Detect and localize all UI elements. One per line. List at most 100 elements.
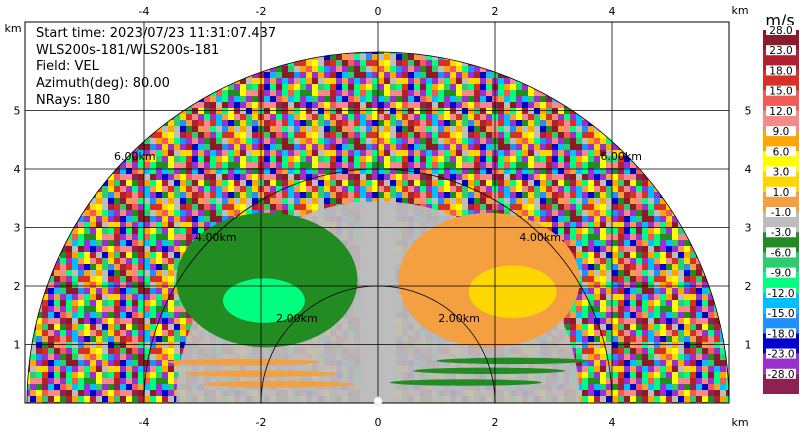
colorbar-swatch bbox=[763, 110, 799, 132]
colorbar: m/s28.023.018.015.012.09.06.03.01.0-1.0-… bbox=[763, 11, 799, 394]
range-ring-label: 6.00km bbox=[114, 150, 156, 163]
range-ring-label: 4.00km bbox=[519, 231, 561, 244]
colorbar-tick-bg bbox=[766, 146, 796, 157]
streak-5 bbox=[436, 357, 589, 365]
colorbar-tick-bg bbox=[766, 25, 796, 35]
colorbar-swatch bbox=[763, 90, 799, 111]
colorbar-swatch bbox=[763, 373, 799, 394]
colorbar-tick-label: -12.0 bbox=[767, 288, 794, 300]
colorbar-tick-label: -9.0 bbox=[771, 268, 792, 280]
range-ring-label: 4.00km bbox=[195, 231, 237, 244]
y-tick-label-right: 3 bbox=[745, 222, 752, 235]
colorbar-tick-label: -28.0 bbox=[767, 369, 794, 381]
colorbar-swatch bbox=[763, 50, 799, 71]
x-tick-label-bottom: -4 bbox=[139, 416, 150, 429]
colorbar-tick-label: 3.0 bbox=[773, 167, 790, 179]
streak-4 bbox=[389, 379, 542, 386]
nrays-text: NRays: 180 bbox=[36, 93, 111, 108]
axes: -4 -4 -2 -2 0 0 2 2 4 4 1 1 2 2 3 3 4 4 5 5 km km km bbox=[4, 4, 751, 429]
colorbar-tick-label: 15.0 bbox=[769, 86, 792, 98]
x-tick-label-bottom: -2 bbox=[256, 416, 267, 429]
x-tick-label-bottom: 4 bbox=[609, 416, 616, 429]
colorbar-swatch bbox=[763, 333, 799, 354]
colorbar-tick-label: 28.0 bbox=[769, 25, 792, 37]
colorbar-tick-bg bbox=[766, 308, 796, 319]
colorbar-swatch bbox=[763, 232, 799, 253]
y-tick-label-left: 2 bbox=[14, 280, 21, 293]
colorbar-tick-label: -18.0 bbox=[767, 328, 794, 340]
colorbar-swatch bbox=[763, 131, 799, 152]
y-tick-label-right: 4 bbox=[745, 163, 752, 176]
range-ring bbox=[260, 285, 496, 404]
x-tick-label-top: 0 bbox=[375, 5, 382, 18]
radar-site-marker bbox=[373, 396, 383, 406]
colorbar-tick-bg bbox=[766, 186, 796, 197]
colorbar-tick-bg bbox=[766, 287, 796, 298]
y-tick-label-left: 4 bbox=[14, 163, 21, 176]
y-tick-label-left: 5 bbox=[14, 105, 21, 118]
streak-1 bbox=[202, 381, 355, 388]
colorbar-tick-label: -15.0 bbox=[767, 308, 794, 320]
range-ring-label: 2.00km bbox=[438, 312, 480, 325]
colorbar-tick-label: 23.0 bbox=[769, 45, 792, 57]
colorbar-tick-label: 18.0 bbox=[769, 65, 792, 77]
colorbar-tick-bg bbox=[766, 45, 796, 56]
colorbar-tick-bg bbox=[766, 368, 796, 379]
colorbar-tick-label: -6.0 bbox=[771, 247, 792, 259]
colorbar-tick-bg bbox=[766, 267, 796, 278]
colorbar-swatch bbox=[763, 353, 799, 374]
colorbar-tick-bg bbox=[766, 126, 796, 137]
x-tick-label-top: -4 bbox=[139, 5, 150, 18]
start-time-text: Start time: 2023/07/23 11:31:07.437 bbox=[36, 26, 277, 41]
range-ring bbox=[26, 51, 730, 404]
x-tick-label-top: 4 bbox=[609, 5, 616, 18]
colorbar-tick-bg bbox=[766, 105, 796, 116]
x-tick-label-top: -2 bbox=[256, 5, 267, 18]
range-ring bbox=[143, 168, 613, 404]
colorbar-tick-label: 9.0 bbox=[773, 126, 790, 138]
colorbar-swatch bbox=[763, 252, 799, 273]
y-tick-label-right: 2 bbox=[745, 280, 752, 293]
colorbar-swatch bbox=[763, 30, 799, 51]
streak-3 bbox=[413, 367, 566, 375]
grid bbox=[24, 21, 730, 404]
colorbar-tick-bg bbox=[766, 247, 796, 258]
range-rings: 2.00km 2.00km 4.00km 4.00km 6.00km 6.00km bbox=[26, 51, 730, 406]
colorbar-swatch bbox=[763, 151, 799, 172]
colorbar-tick-bg bbox=[766, 65, 796, 76]
colorbar-tick-label: -1.0 bbox=[771, 207, 792, 219]
colorbar-tick-label: -3.0 bbox=[771, 227, 792, 239]
colorbar-tick-bg bbox=[766, 85, 796, 96]
x-tick-label-bottom: 0 bbox=[375, 416, 382, 429]
colorbar-swatch bbox=[763, 191, 799, 212]
colorbar-swatch bbox=[763, 212, 799, 233]
colorbar-swatch bbox=[763, 70, 799, 91]
field-text: Field: VEL bbox=[36, 59, 99, 74]
neg-core-region bbox=[222, 278, 305, 323]
streak-2 bbox=[167, 358, 320, 366]
colorbar-tick-label: 12.0 bbox=[769, 106, 792, 118]
unit-label: km bbox=[4, 22, 21, 35]
y-tick-label-left: 3 bbox=[14, 222, 21, 235]
colorbar-swatch bbox=[763, 292, 799, 314]
colorbar-tick-label: 1.0 bbox=[773, 187, 790, 199]
colorbar-tick-bg bbox=[766, 166, 796, 177]
y-tick-label-right: 1 bbox=[745, 339, 752, 352]
colorbar-tick-label: -23.0 bbox=[767, 349, 794, 361]
unit-label: km bbox=[731, 4, 748, 17]
colorbar-tick-label: 6.0 bbox=[773, 146, 790, 158]
pos-core-region bbox=[468, 265, 557, 319]
unit-label: km bbox=[731, 416, 748, 429]
instrument-text: WLS200s-181/WLS200s-181 bbox=[36, 43, 220, 58]
range-ring-label: 2.00km bbox=[276, 312, 318, 325]
y-tick-label-right: 5 bbox=[745, 105, 752, 118]
x-tick-label-bottom: 2 bbox=[492, 416, 499, 429]
colorbar-tick-bg bbox=[766, 328, 796, 339]
colorbar-swatch bbox=[763, 171, 799, 192]
colorbar-tick-bg bbox=[766, 227, 796, 238]
y-tick-label-left: 1 bbox=[14, 339, 21, 352]
x-tick-label-top: 2 bbox=[492, 5, 499, 18]
colorbar-swatch bbox=[763, 313, 799, 334]
